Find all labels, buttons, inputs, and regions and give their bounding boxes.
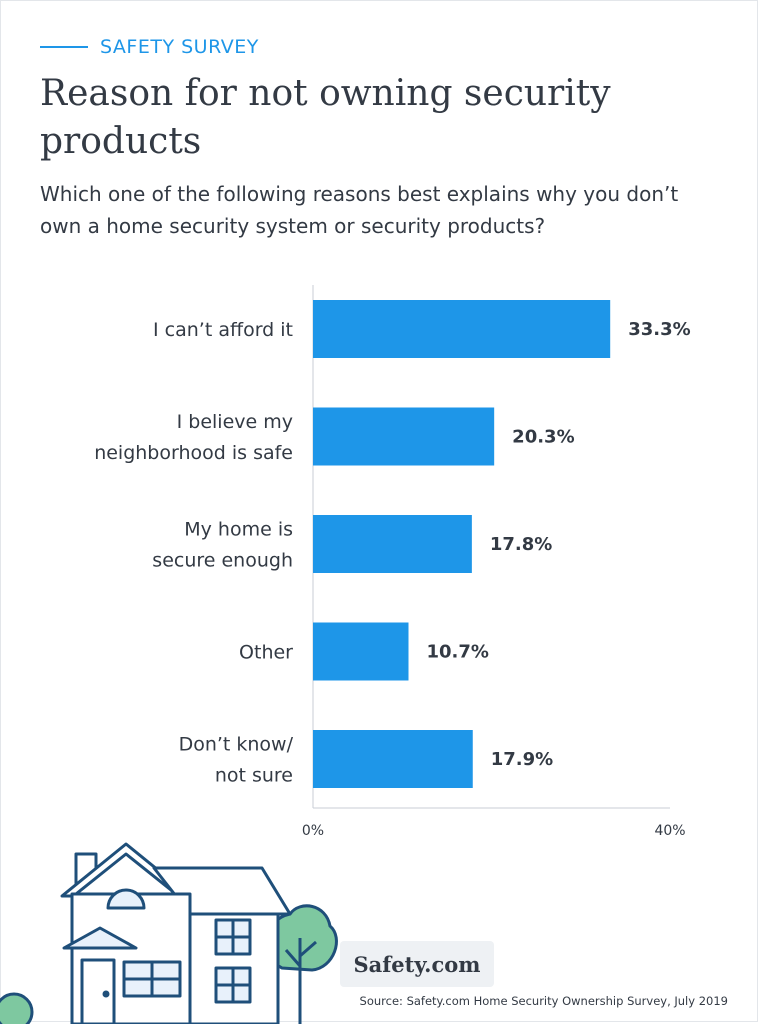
eyebrow-text: SAFETY SURVEY xyxy=(100,36,259,58)
eyebrow: SAFETY SURVEY xyxy=(40,34,259,60)
chart-subtitle: Which one of the following reasons best … xyxy=(40,182,679,238)
value-label: 10.7% xyxy=(426,642,488,663)
house-icon xyxy=(0,842,338,1024)
source-note: Source: Safety.com Home Security Ownersh… xyxy=(359,994,728,1008)
bar xyxy=(313,622,409,681)
eyebrow-line xyxy=(40,46,88,48)
category-label: not sure xyxy=(215,765,293,787)
value-label: 17.8% xyxy=(490,534,552,555)
logo-text: Safety.com xyxy=(353,951,481,977)
tick-label: 40% xyxy=(654,823,685,839)
safety-logo: Safety.com xyxy=(340,941,494,987)
tree-icon xyxy=(264,904,338,1024)
bar xyxy=(313,730,473,788)
tick-label: 0% xyxy=(302,823,324,839)
value-label: 17.9% xyxy=(491,749,553,770)
category-label: I believe my xyxy=(177,411,293,433)
bar xyxy=(313,407,495,466)
shrub-icon xyxy=(0,992,34,1024)
bar xyxy=(313,515,472,573)
category-label: Don’t know/ xyxy=(179,734,294,756)
value-label: 20.3% xyxy=(512,427,574,448)
bar xyxy=(313,300,611,358)
category-label: Other xyxy=(239,642,293,664)
category-label: My home is xyxy=(184,519,293,541)
category-label: secure enough xyxy=(152,550,293,572)
bar-chart: 33.3% I can’t afford it 20.3% I believe my n… xyxy=(94,285,691,839)
category-label: neighborhood is safe xyxy=(94,442,293,464)
value-label: 33.3% xyxy=(628,319,690,340)
category-label: I can’t afford it xyxy=(153,319,293,341)
page-title: Reason for not owning security products xyxy=(40,73,611,162)
